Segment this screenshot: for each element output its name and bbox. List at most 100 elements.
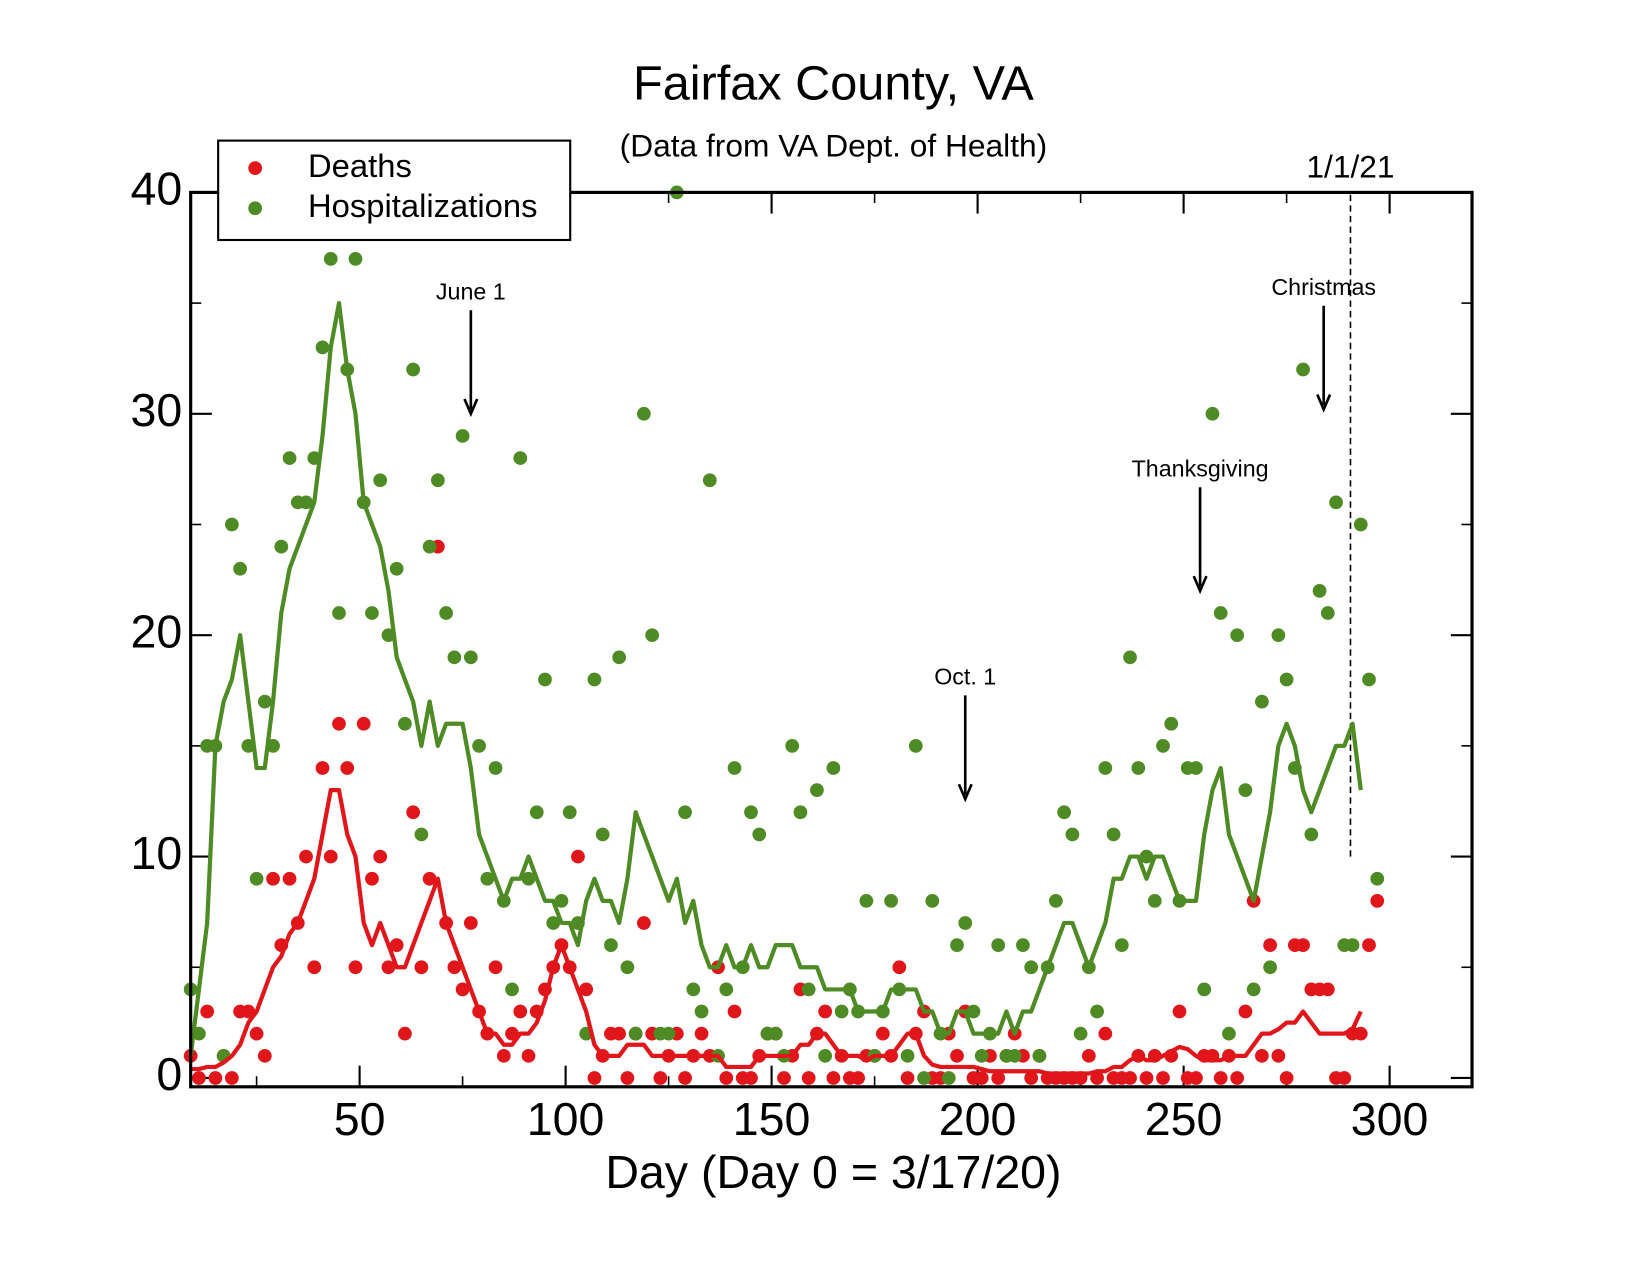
point: [431, 473, 445, 488]
point: [1230, 1071, 1245, 1085]
point: [546, 916, 561, 930]
point: [200, 1004, 215, 1019]
annotation-label: Thanksgiving: [1132, 456, 1269, 482]
point: [637, 406, 651, 421]
point: [1007, 1048, 1022, 1063]
point: [1123, 1071, 1137, 1085]
point: [777, 1071, 791, 1085]
point: [917, 1071, 931, 1085]
point: [356, 716, 371, 731]
point: [678, 805, 692, 820]
point: [637, 916, 651, 930]
point: [323, 251, 338, 266]
point: [538, 672, 552, 687]
point: [1065, 827, 1080, 842]
point: [1197, 982, 1212, 997]
point: [1139, 1071, 1154, 1085]
point: [1255, 694, 1269, 709]
point: [422, 871, 437, 886]
point: [1353, 1026, 1368, 1041]
annotation-label: Christmas: [1271, 274, 1376, 300]
point: [249, 871, 264, 886]
point: [480, 871, 495, 886]
point: [496, 1048, 511, 1063]
point: [447, 960, 462, 975]
point: [900, 1048, 915, 1063]
legend-box: [217, 139, 572, 242]
legend-swatch: [248, 161, 263, 175]
x-tick-label: 250: [1145, 1093, 1223, 1145]
annotation-arrowhead: [957, 783, 973, 803]
point: [818, 1048, 833, 1063]
chart-subtitle: (Data from VA Dept. of Health): [620, 127, 1048, 163]
point: [373, 849, 388, 864]
point: [1263, 938, 1278, 953]
point: [950, 938, 964, 953]
point: [332, 716, 346, 731]
point: [818, 1004, 833, 1019]
point: [1238, 783, 1253, 798]
point: [826, 761, 841, 775]
point: [1024, 1071, 1039, 1085]
annotation-arrowhead: [463, 398, 479, 418]
point: [1271, 628, 1286, 643]
point: [332, 606, 346, 620]
point: [1362, 938, 1376, 953]
point: [587, 672, 602, 687]
point: [562, 805, 577, 820]
point: [752, 827, 767, 842]
point: [1362, 672, 1376, 687]
trend-line: [190, 788, 1363, 1076]
point: [463, 916, 478, 930]
point: [282, 871, 297, 886]
annotation-arrowhead: [1316, 394, 1332, 413]
point: [785, 739, 800, 753]
point: [406, 362, 421, 377]
point: [925, 893, 940, 908]
point: [810, 783, 824, 798]
y-tick-label: 20: [130, 605, 182, 657]
x-tick-label: 50: [334, 1093, 386, 1145]
point: [225, 517, 239, 532]
point: [719, 1071, 734, 1085]
point: [488, 960, 503, 975]
point: [892, 960, 907, 975]
point: [398, 716, 412, 731]
point: [249, 1026, 264, 1041]
point: [694, 1026, 709, 1041]
x-tick-label: 300: [1351, 1093, 1429, 1145]
point: [571, 849, 585, 864]
point: [612, 650, 627, 665]
point: [488, 761, 503, 775]
point: [834, 1004, 849, 1019]
point: [365, 871, 379, 886]
point: [620, 960, 635, 975]
point: [1164, 716, 1179, 731]
series-points: [183, 185, 1385, 1085]
point: [678, 1071, 692, 1085]
point: [521, 1048, 536, 1063]
point: [579, 982, 594, 997]
point: [1320, 982, 1335, 997]
point: [612, 1026, 627, 1041]
point: [991, 938, 1006, 953]
point: [653, 1071, 668, 1085]
point: [1073, 1026, 1088, 1041]
point: [875, 1026, 890, 1041]
point: [1032, 1048, 1047, 1063]
y-tick-label: 10: [130, 827, 182, 879]
point: [744, 805, 758, 820]
point: [768, 1026, 783, 1041]
point: [257, 694, 272, 709]
point: [315, 340, 330, 355]
point: [991, 1071, 1006, 1085]
point: [513, 1004, 528, 1019]
point: [974, 1071, 989, 1085]
point: [406, 805, 421, 820]
legend-swatch: [248, 201, 263, 216]
point: [266, 871, 280, 886]
point: [1337, 1071, 1352, 1085]
point: [1131, 761, 1146, 775]
point: [1098, 761, 1113, 775]
date-marker-label: 1/1/21: [1306, 149, 1394, 185]
